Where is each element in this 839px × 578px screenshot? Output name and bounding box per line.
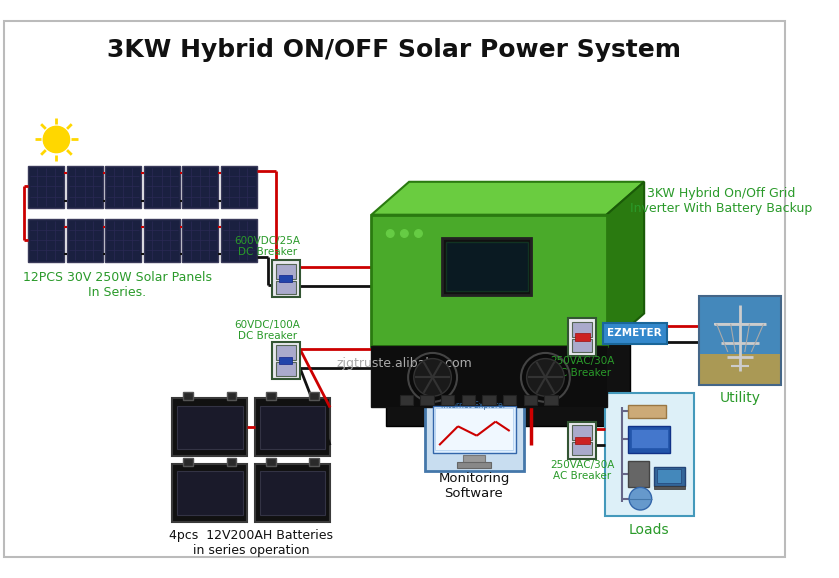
Text: Utility: Utility [720, 391, 761, 405]
Bar [441, 395, 454, 405]
Text: 250VAC/30A
AC Breaker: 250VAC/30A AC Breaker [550, 356, 614, 378]
Bar [143, 166, 180, 208]
Bar [272, 260, 300, 298]
Bar [259, 406, 326, 449]
Bar [67, 166, 102, 208]
Bar [172, 398, 248, 457]
Bar [227, 458, 236, 466]
Bar [628, 461, 649, 487]
Bar [221, 166, 257, 208]
Bar [279, 357, 293, 364]
Bar [482, 395, 496, 405]
Polygon shape [372, 182, 644, 214]
Bar [605, 394, 694, 516]
Circle shape [387, 230, 394, 238]
Circle shape [414, 230, 422, 238]
Bar [699, 295, 781, 385]
Bar [259, 472, 326, 514]
Text: EZMETER: EZMETER [607, 328, 662, 338]
Bar [275, 264, 296, 279]
Bar [275, 346, 296, 361]
Bar [386, 234, 630, 427]
Text: Monitoring
Software: Monitoring Software [438, 472, 509, 501]
Bar [272, 342, 300, 379]
Circle shape [44, 127, 70, 153]
Bar [435, 409, 513, 450]
Bar [631, 429, 668, 448]
Bar [433, 406, 516, 453]
Bar [420, 395, 434, 405]
Bar [310, 458, 319, 466]
Text: 600VDC/25A
DC Breaker: 600VDC/25A DC Breaker [234, 236, 300, 257]
Bar [172, 464, 248, 522]
Text: Loads: Loads [628, 523, 670, 537]
Circle shape [629, 487, 652, 510]
Circle shape [400, 230, 408, 238]
Bar [227, 392, 236, 400]
Bar [654, 486, 685, 490]
Bar [568, 318, 597, 356]
Bar [106, 166, 141, 208]
Bar [310, 392, 319, 400]
Bar [182, 166, 218, 208]
Bar [568, 421, 597, 459]
Circle shape [521, 353, 570, 402]
Bar [106, 220, 141, 262]
Bar [29, 220, 64, 262]
Text: 250VAC/30A
AC Breaker: 250VAC/30A AC Breaker [550, 460, 614, 481]
Text: 60VDC/100A
DC Breaker: 60VDC/100A DC Breaker [234, 320, 300, 341]
Bar [571, 442, 592, 455]
Bar [177, 472, 242, 514]
Bar [462, 454, 485, 464]
Circle shape [408, 353, 457, 402]
Bar [503, 395, 516, 405]
Bar [524, 395, 537, 405]
Bar [143, 220, 180, 262]
Bar [399, 395, 413, 405]
Bar [602, 323, 667, 343]
Bar [575, 436, 590, 444]
Text: 3KW Hybrid On/Off Grid
Inverter With Battery Backup: 3KW Hybrid On/Off Grid Inverter With Bat… [630, 187, 812, 214]
Bar [275, 362, 296, 376]
Circle shape [527, 358, 564, 396]
Bar [184, 458, 193, 466]
Bar [461, 395, 475, 405]
Bar [266, 392, 275, 400]
Bar [275, 280, 296, 294]
Bar [29, 166, 64, 208]
Bar [177, 406, 242, 449]
Text: 3KW Hybrid ON/OFF Solar Power System: 3KW Hybrid ON/OFF Solar Power System [107, 38, 681, 62]
Bar [699, 295, 781, 354]
Bar [545, 395, 558, 405]
Bar [654, 466, 685, 486]
Bar [425, 398, 524, 472]
Text: Internet Explorer: Internet Explorer [441, 401, 507, 410]
Bar [255, 464, 330, 522]
Bar [184, 392, 193, 400]
Bar [182, 220, 218, 262]
Bar [442, 238, 531, 295]
Bar [571, 339, 592, 352]
Bar [279, 275, 293, 283]
Bar [221, 220, 257, 262]
Bar [657, 469, 680, 483]
Text: 12PCS 30V 250W Solar Panels
In Series.: 12PCS 30V 250W Solar Panels In Series. [23, 271, 212, 299]
Bar [372, 346, 607, 407]
Bar [446, 242, 528, 291]
Bar [372, 214, 607, 346]
Text: zjgtruste.alibaba.com: zjgtruste.alibaba.com [336, 357, 472, 370]
Text: 4pcs  12V200AH Batteries
in series operation: 4pcs 12V200AH Batteries in series operat… [169, 529, 333, 557]
Bar [67, 220, 102, 262]
Bar [575, 333, 590, 340]
Polygon shape [607, 182, 644, 346]
Bar [628, 405, 666, 418]
Bar [571, 425, 592, 440]
Bar [571, 322, 592, 337]
Circle shape [414, 358, 451, 396]
Bar [266, 458, 275, 466]
Bar [457, 462, 491, 468]
Bar [699, 354, 781, 385]
Bar [628, 427, 670, 453]
Bar [255, 398, 330, 457]
